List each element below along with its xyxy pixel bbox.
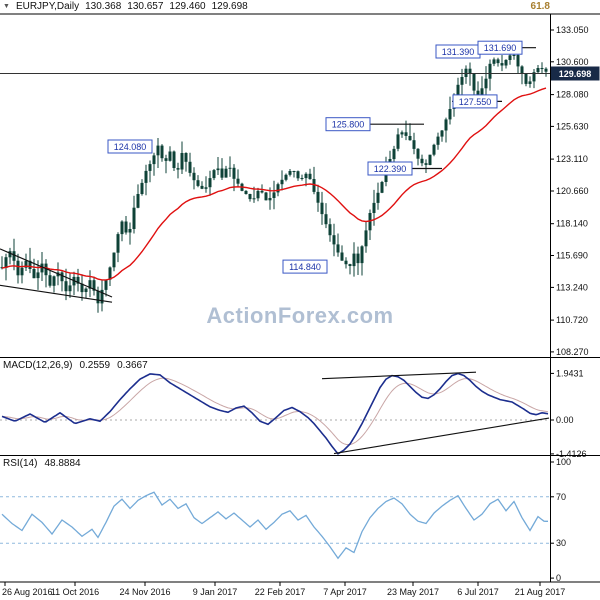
svg-text:113.240: 113.240 bbox=[556, 282, 588, 292]
panel-borders bbox=[0, 13, 600, 583]
svg-text:21 Aug 2017: 21 Aug 2017 bbox=[515, 587, 566, 597]
macd-signal-value: 0.3667 bbox=[117, 360, 148, 371]
svg-text:7 Apr 2017: 7 Apr 2017 bbox=[323, 587, 367, 597]
svg-text:0.00: 0.00 bbox=[556, 415, 574, 425]
price-annotations: 124.080 125.800 131.390 131.690 127.550 122.3… bbox=[107, 40, 523, 274]
svg-text:114.840: 114.840 bbox=[289, 262, 321, 272]
macd-line bbox=[1, 372, 549, 455]
svg-text:23 May 2017: 23 May 2017 bbox=[387, 587, 439, 597]
svg-text:108.270: 108.270 bbox=[556, 347, 589, 357]
svg-text:123.110: 123.110 bbox=[556, 154, 588, 164]
price-annotation: 131.690 bbox=[477, 40, 523, 55]
svg-text:118.140: 118.140 bbox=[556, 219, 588, 229]
symbol-marker-icon[interactable]: ▼ bbox=[3, 3, 10, 10]
macd-trendline bbox=[333, 417, 550, 455]
svg-text:115.690: 115.690 bbox=[556, 251, 588, 261]
svg-text:127.550: 127.550 bbox=[459, 97, 492, 107]
rsi-value: 48.8884 bbox=[44, 458, 81, 469]
ohlc-high: 130.657 bbox=[127, 1, 164, 12]
macd-panel-header: MACD(12,26,9) 0.2559 0.3667 bbox=[3, 360, 155, 371]
chart-header: ▼ EURJPY,Daily 130.368 130.657 129.460 1… bbox=[3, 1, 254, 12]
svg-text:1.9431: 1.9431 bbox=[556, 368, 584, 378]
svg-text:110.720: 110.720 bbox=[556, 315, 588, 325]
trendline bbox=[0, 248, 113, 298]
price-annotation: 124.080 bbox=[107, 139, 153, 154]
fib-level-label: 61.8 bbox=[530, 1, 550, 12]
rsi-label: RSI(14) bbox=[3, 458, 38, 469]
svg-text:131.690: 131.690 bbox=[484, 43, 517, 53]
rsi-panel-header: RSI(14) 48.8884 bbox=[3, 458, 88, 469]
ohlc-low: 129.460 bbox=[169, 1, 206, 12]
rsi-line bbox=[1, 491, 548, 560]
price-axis: 133.050 130.600 128.080 125.630 123.110 120.6… bbox=[550, 25, 589, 357]
svg-text:100: 100 bbox=[556, 457, 571, 467]
candlestick-series bbox=[0, 44, 548, 313]
svg-text:70: 70 bbox=[556, 492, 566, 502]
trendlines bbox=[0, 47, 536, 303]
svg-text:22 Feb 2017: 22 Feb 2017 bbox=[255, 587, 306, 597]
macd-signal-line bbox=[1, 377, 549, 446]
svg-text:-1.4126: -1.4126 bbox=[556, 449, 587, 459]
current-price-tag: 129.698 bbox=[550, 66, 600, 81]
price-annotation: 114.840 bbox=[282, 259, 328, 274]
svg-text:26 Aug 2016: 26 Aug 2016 bbox=[2, 587, 53, 597]
price-annotation: 127.550 bbox=[452, 94, 498, 109]
ohlc-open: 130.368 bbox=[85, 1, 122, 12]
macd-label: MACD(12,26,9) bbox=[3, 360, 73, 371]
svg-text:133.050: 133.050 bbox=[556, 25, 589, 35]
svg-text:128.080: 128.080 bbox=[556, 90, 589, 100]
svg-text:11 Oct 2016: 11 Oct 2016 bbox=[51, 587, 99, 597]
svg-text:6 Jul 2017: 6 Jul 2017 bbox=[457, 587, 499, 597]
macd-trendlines bbox=[321, 371, 550, 455]
moving-average-line bbox=[1, 87, 547, 281]
svg-text:122.390: 122.390 bbox=[374, 164, 407, 174]
trendline bbox=[0, 284, 113, 303]
svg-text:125.630: 125.630 bbox=[556, 121, 589, 131]
svg-text:125.800: 125.800 bbox=[332, 120, 365, 130]
svg-text:0: 0 bbox=[556, 573, 561, 583]
svg-text:129.698: 129.698 bbox=[559, 69, 592, 79]
price-annotation: 131.390 bbox=[435, 44, 481, 59]
rsi-axis: 100 70 30 0 bbox=[550, 457, 571, 583]
macd-axis: 1.9431 0.00 -1.4126 bbox=[550, 368, 587, 459]
watermark: ActionForex.com bbox=[206, 303, 394, 328]
price-annotation: 125.800 bbox=[325, 117, 371, 132]
svg-text:120.660: 120.660 bbox=[556, 186, 589, 196]
macd-value: 0.2559 bbox=[79, 360, 111, 371]
svg-text:30: 30 bbox=[556, 538, 566, 548]
svg-text:131.390: 131.390 bbox=[442, 47, 475, 57]
symbol-title: EURJPY,Daily bbox=[15, 1, 80, 12]
macd-trendline bbox=[321, 371, 477, 380]
ohlc-close: 129.698 bbox=[211, 1, 248, 12]
svg-text:24 Nov 2016: 24 Nov 2016 bbox=[119, 587, 170, 597]
svg-text:124.080: 124.080 bbox=[114, 142, 147, 152]
svg-text:9 Jan 2017: 9 Jan 2017 bbox=[193, 587, 238, 597]
svg-text:130.600: 130.600 bbox=[556, 57, 589, 67]
price-annotation: 122.390 bbox=[367, 161, 413, 176]
